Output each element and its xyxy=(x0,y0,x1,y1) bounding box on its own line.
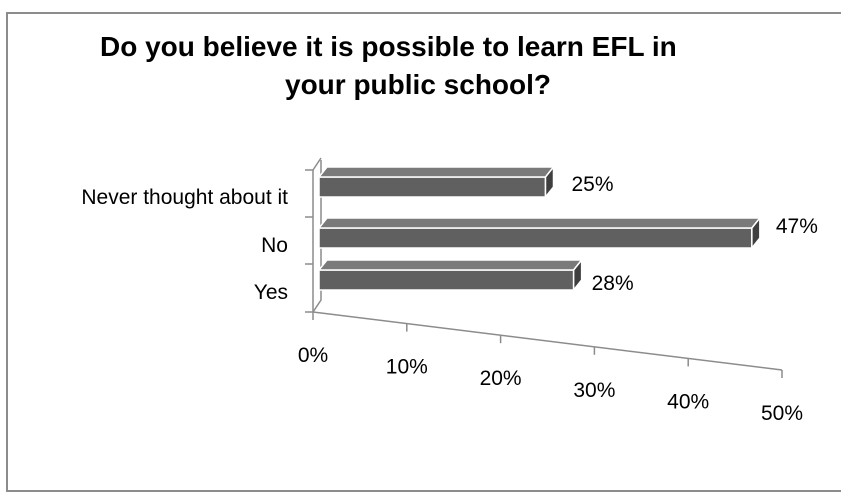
bars xyxy=(317,164,762,293)
data-label: 47% xyxy=(776,215,818,238)
x-tick-label: 0% xyxy=(298,344,328,367)
data-labels: 25% 47% 28% xyxy=(572,173,818,295)
back-wall-top xyxy=(312,157,322,171)
bar-top-face xyxy=(317,259,584,271)
value-axis-line xyxy=(312,311,783,371)
back-wall-edge xyxy=(312,160,322,313)
bar-top-face xyxy=(317,217,762,229)
bar-end-cap xyxy=(544,164,555,200)
category-labels: Never thought about it No Yes xyxy=(81,186,288,304)
data-label: 25% xyxy=(572,173,614,196)
data-label: 28% xyxy=(592,272,634,295)
x-axis-ticks: 0% 10% 20% 30% 40% 50% xyxy=(298,312,803,425)
bar-end-cap xyxy=(751,215,761,251)
x-tick-label: 30% xyxy=(573,379,615,402)
chart-walls xyxy=(305,157,783,371)
x-tick-label: 40% xyxy=(667,390,709,413)
chart-title-line-1: Do you believe it is possible to learn E… xyxy=(100,31,677,62)
bar-chart: 0% 10% 20% 30% 40% 50% Never thought about it… xyxy=(81,157,818,425)
category-label: Never thought about it xyxy=(81,186,288,209)
bar xyxy=(318,269,575,291)
bar-top-face xyxy=(317,166,556,178)
category-label: No xyxy=(261,234,288,257)
x-tick-label: 20% xyxy=(480,367,522,390)
x-tick-label: 10% xyxy=(386,356,428,379)
x-tick-label: 50% xyxy=(761,402,803,425)
chart-title-line-2: your public school? xyxy=(285,69,552,100)
bar xyxy=(318,227,753,249)
category-label: Yes xyxy=(254,281,288,304)
bar-end-cap xyxy=(572,257,583,293)
chart-frame xyxy=(6,12,841,492)
bar xyxy=(318,176,547,198)
